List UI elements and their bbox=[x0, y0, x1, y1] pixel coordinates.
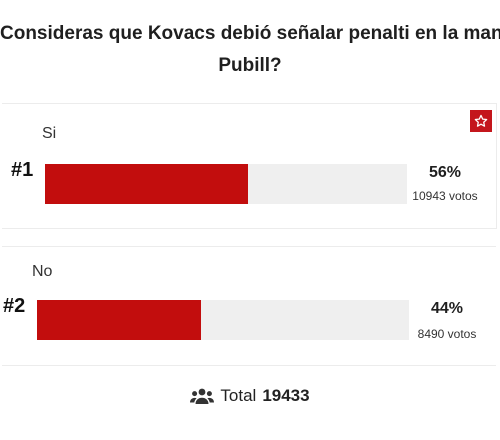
progress-fill bbox=[45, 164, 248, 204]
option-percent: 44% bbox=[430, 300, 464, 317]
option-label: No bbox=[32, 263, 53, 280]
poll-option-no[interactable]: No #2 44% 8490 votos bbox=[2, 246, 496, 366]
poll-question-line-2: Pubill? bbox=[218, 55, 282, 76]
total-value: 19433 bbox=[262, 386, 310, 405]
total-label: Total bbox=[220, 386, 257, 405]
option-label: Si bbox=[42, 125, 57, 142]
progress-track bbox=[45, 164, 407, 204]
progress-fill bbox=[37, 300, 201, 340]
poll-question-line-1: Consideras que Kovacs debió señalar pena… bbox=[0, 23, 500, 44]
option-rank: #2 bbox=[3, 295, 26, 317]
favorite-button[interactable] bbox=[470, 110, 492, 132]
poll-question: Consideras que Kovacs debió señalar pena… bbox=[0, 18, 500, 82]
option-votes: 10943 votos bbox=[412, 189, 478, 203]
poll-option-si[interactable]: Si #1 56% 10943 votos bbox=[2, 103, 497, 229]
poll-total: Total 19433 bbox=[0, 386, 500, 406]
star-icon bbox=[474, 114, 488, 127]
progress-track bbox=[37, 300, 409, 340]
option-percent: 56% bbox=[428, 164, 462, 181]
option-votes: 8490 votos bbox=[417, 327, 477, 341]
users-icon bbox=[190, 388, 215, 404]
option-rank: #1 bbox=[11, 159, 34, 181]
